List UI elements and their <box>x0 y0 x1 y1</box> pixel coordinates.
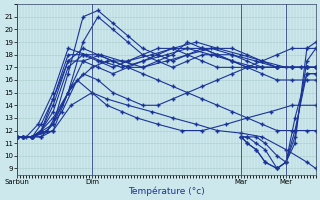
X-axis label: Température (°c): Température (°c) <box>128 186 205 196</box>
